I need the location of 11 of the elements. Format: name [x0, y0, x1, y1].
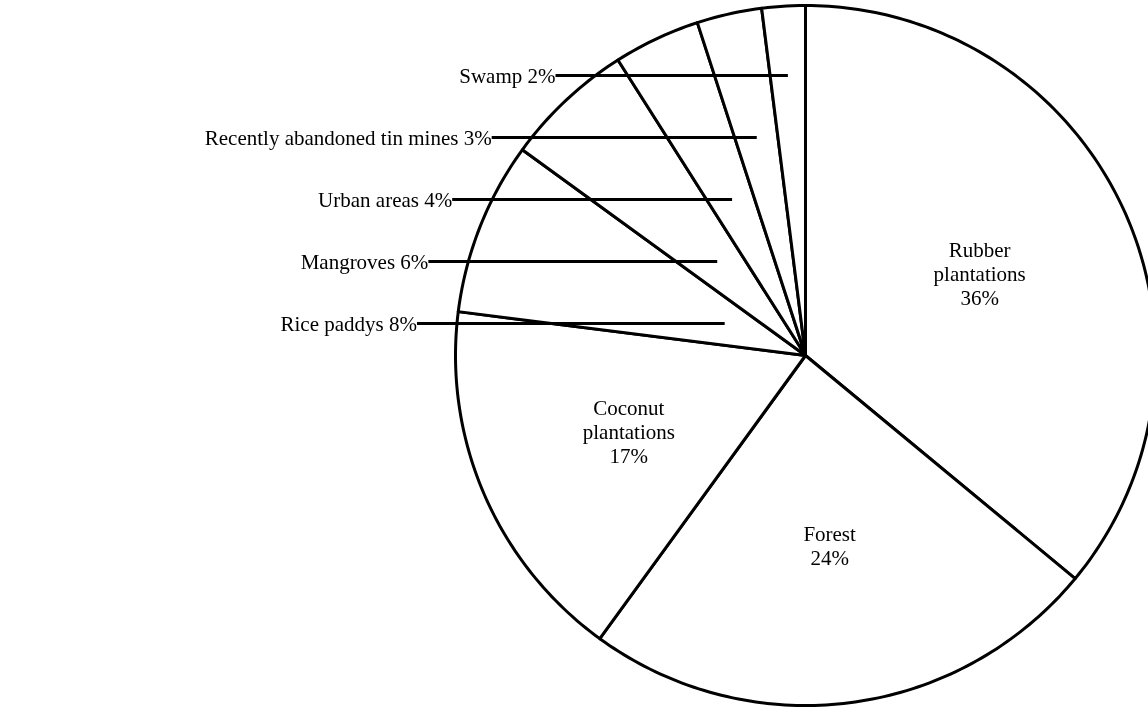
slice-label: Mangroves 6% [300, 249, 429, 274]
slice-label: Rice paddys 8% [280, 311, 417, 336]
slice-label: Swamp 2% [459, 63, 556, 88]
slice-label: Forest [803, 522, 857, 547]
slice-label: Urban areas 4% [318, 187, 453, 212]
slice-label: Recently abandoned tin mines 3% [204, 125, 492, 150]
data-label: 36% [960, 285, 999, 310]
data-label: 17% [609, 443, 649, 468]
slice-label: Rubber plantations [933, 237, 1026, 286]
data-label: 24% [810, 546, 849, 571]
slice-label: Coconut plantations [582, 395, 675, 444]
